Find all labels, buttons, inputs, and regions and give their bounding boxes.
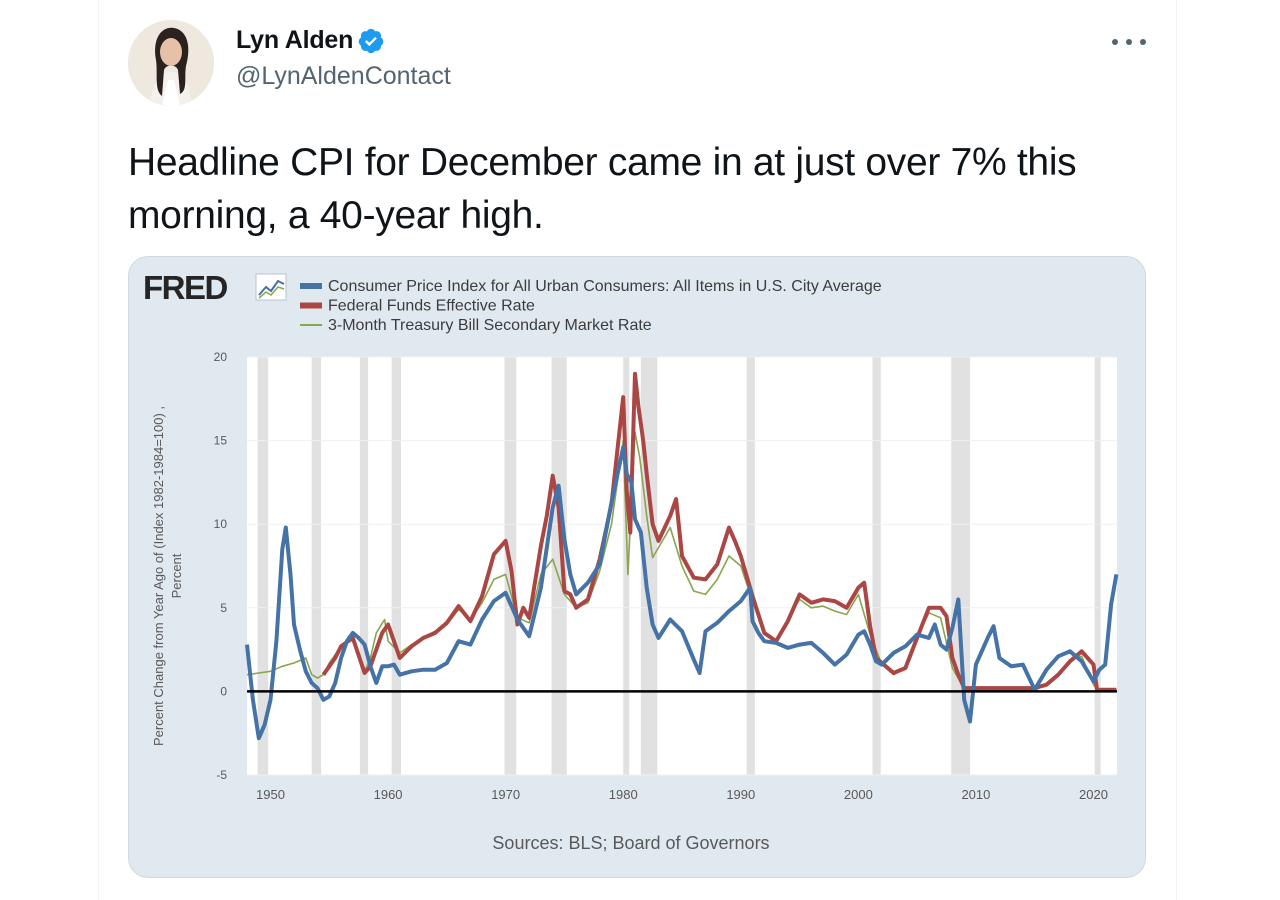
fred-chart: FRED Consumer Price Index for All Urban …: [143, 269, 1119, 853]
fred-logo-line-1: [258, 279, 285, 296]
x-tick-label: 1970: [491, 787, 520, 802]
legend-swatch: [300, 283, 322, 289]
y-axis-label: Percent Change from Year Ago of (Index 1…: [151, 406, 166, 746]
recession-band: [623, 357, 630, 775]
recession-band: [872, 357, 881, 775]
y-tick-label: 0: [220, 684, 227, 698]
more-dot: [1112, 39, 1118, 45]
y-tick-label: 20: [214, 350, 228, 364]
x-tick-labels: 1950 1960 1970 1980 1990 2000 2010 2020: [256, 787, 1108, 802]
recession-band: [359, 357, 369, 775]
series-lines: [245, 371, 1119, 741]
legend-label: 3-Month Treasury Bill Secondary Market R…: [328, 317, 652, 334]
recession-band: [551, 357, 567, 775]
chart-source: Sources: BLS; Board of Governors: [492, 833, 769, 853]
recession-band: [1094, 357, 1101, 775]
y-axis-label-unit: Percent: [169, 553, 184, 598]
grid-lines: [247, 356, 1117, 776]
more-dot: [1126, 39, 1132, 45]
timeline-border-right: [1176, 0, 1177, 900]
more-dot: [1140, 39, 1146, 45]
recession-band: [257, 357, 269, 775]
legend-label: Consumer Price Index for All Urban Consu…: [328, 278, 882, 295]
fred-logo-text: FRED: [143, 269, 228, 306]
verified-badge-icon: [357, 27, 385, 55]
fred-logo: FRED: [143, 269, 287, 306]
y-tick-label: 5: [220, 601, 227, 615]
x-tick-label: 1990: [726, 787, 755, 802]
legend-label: Federal Funds Effective Rate: [328, 298, 535, 315]
legend-swatch: [300, 324, 322, 326]
x-tick-label: 2020: [1079, 787, 1108, 802]
chart-legend: Consumer Price Index for All Urban Consu…: [300, 278, 882, 334]
y-tick-label: 10: [214, 517, 228, 531]
x-tick-label: 1960: [374, 787, 403, 802]
y-tick-label: 15: [214, 434, 228, 448]
x-tick-label: 1950: [256, 787, 285, 802]
author-avatar[interactable]: [128, 20, 214, 106]
timeline-border-left: [98, 0, 99, 900]
y-tick-labels: -5 0 5 10 15 20: [214, 350, 228, 782]
recession-band: [746, 357, 755, 775]
more-options-icon[interactable]: [1112, 30, 1146, 54]
series-line-2: [321, 371, 1117, 692]
recession-band: [391, 357, 402, 775]
x-tick-label: 2000: [844, 787, 873, 802]
recession-band: [311, 357, 322, 775]
series-line-1: [245, 445, 1119, 741]
x-tick-label: 2010: [961, 787, 990, 802]
x-tick-label: 1980: [609, 787, 638, 802]
fred-logo-line-2: [258, 286, 285, 299]
y-tick-label: -5: [216, 768, 227, 782]
legend-swatch: [300, 302, 322, 309]
chart-image-card[interactable]: FRED Consumer Price Index for All Urban …: [128, 256, 1146, 878]
author-name-row[interactable]: Lyn Alden: [236, 26, 385, 55]
author-name[interactable]: Lyn Alden: [236, 26, 354, 54]
author-handle[interactable]: @LynAldenContact: [236, 62, 451, 90]
tweet-text: Headline CPI for December came in at jus…: [128, 141, 1077, 237]
